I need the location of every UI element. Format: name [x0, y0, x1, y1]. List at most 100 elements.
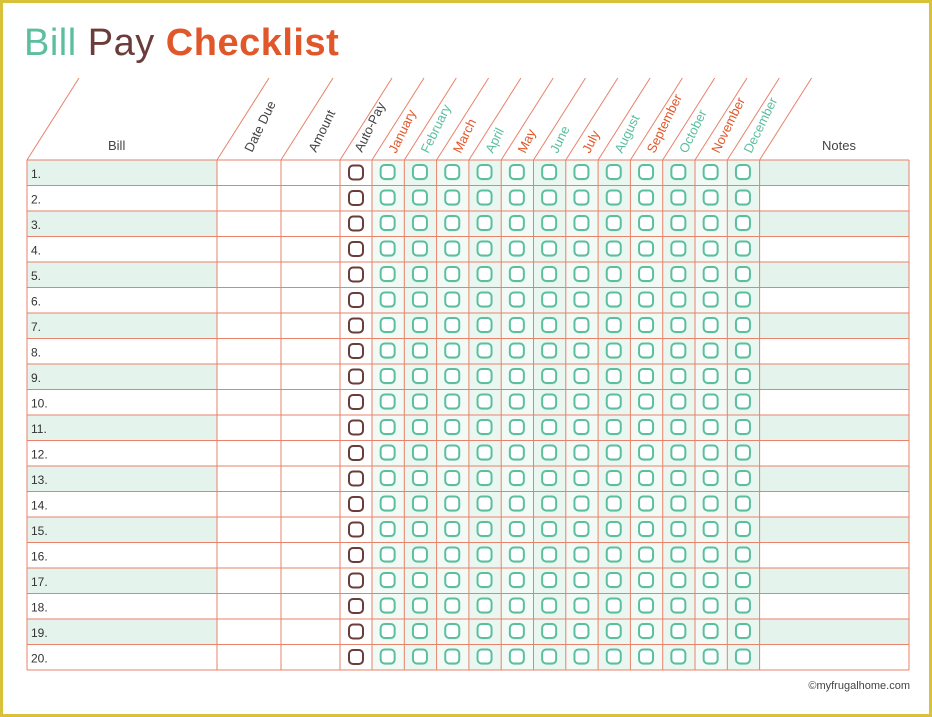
month-checkbox[interactable] — [379, 291, 396, 308]
month-checkbox[interactable] — [638, 623, 655, 639]
month-checkbox[interactable] — [702, 215, 719, 231]
bill-name-field[interactable] — [49, 314, 216, 338]
month-checkbox[interactable] — [541, 317, 558, 333]
bill-name-field[interactable] — [49, 544, 216, 568]
month-checkbox[interactable] — [476, 597, 493, 614]
amount-field[interactable] — [282, 518, 339, 542]
month-checkbox[interactable] — [734, 572, 751, 588]
bill-name-field[interactable] — [49, 518, 216, 542]
month-checkbox[interactable] — [638, 266, 655, 282]
month-checkbox[interactable] — [541, 623, 558, 639]
month-checkbox[interactable] — [702, 317, 719, 333]
month-checkbox[interactable] — [379, 470, 396, 486]
month-checkbox[interactable] — [476, 623, 493, 639]
month-checkbox[interactable] — [444, 419, 461, 435]
month-checkbox[interactable] — [573, 623, 590, 639]
month-checkbox[interactable] — [702, 368, 719, 384]
month-checkbox[interactable] — [702, 189, 719, 206]
month-checkbox[interactable] — [508, 393, 525, 410]
amount-field[interactable] — [282, 289, 339, 313]
month-checkbox[interactable] — [444, 342, 461, 359]
month-checkbox[interactable] — [444, 189, 461, 206]
month-checkbox[interactable] — [379, 317, 396, 333]
bill-name-field[interactable] — [49, 493, 216, 517]
month-checkbox[interactable] — [702, 572, 719, 588]
month-checkbox[interactable] — [541, 648, 558, 665]
month-checkbox[interactable] — [638, 215, 655, 231]
month-checkbox[interactable] — [734, 444, 751, 461]
month-checkbox[interactable] — [476, 572, 493, 588]
month-checkbox[interactable] — [734, 342, 751, 359]
autopay-checkbox[interactable] — [348, 598, 364, 614]
month-checkbox[interactable] — [734, 623, 751, 639]
month-checkbox[interactable] — [734, 495, 751, 512]
amount-field[interactable] — [282, 442, 339, 466]
month-checkbox[interactable] — [734, 291, 751, 308]
notes-field[interactable] — [761, 646, 908, 670]
month-checkbox[interactable] — [379, 393, 396, 410]
autopay-checkbox[interactable] — [348, 572, 364, 589]
month-checkbox[interactable] — [476, 546, 493, 563]
month-checkbox[interactable] — [476, 240, 493, 257]
month-checkbox[interactable] — [573, 572, 590, 588]
amount-field[interactable] — [282, 263, 339, 287]
month-checkbox[interactable] — [379, 189, 396, 206]
date-due-field[interactable] — [218, 416, 280, 440]
date-due-field[interactable] — [218, 187, 280, 211]
notes-field[interactable] — [761, 518, 908, 542]
month-checkbox[interactable] — [411, 342, 428, 359]
date-due-field[interactable] — [218, 518, 280, 542]
autopay-checkbox[interactable] — [348, 394, 364, 410]
date-due-field[interactable] — [218, 391, 280, 415]
month-checkbox[interactable] — [508, 189, 525, 206]
notes-field[interactable] — [761, 595, 908, 619]
month-checkbox[interactable] — [573, 266, 590, 282]
month-checkbox[interactable] — [638, 419, 655, 435]
month-checkbox[interactable] — [702, 648, 719, 665]
month-checkbox[interactable] — [411, 648, 428, 665]
month-checkbox[interactable] — [573, 470, 590, 486]
month-checkbox[interactable] — [508, 470, 525, 486]
month-checkbox[interactable] — [670, 444, 687, 461]
date-due-field[interactable] — [218, 161, 280, 185]
month-checkbox[interactable] — [702, 291, 719, 308]
month-checkbox[interactable] — [734, 521, 751, 537]
notes-field[interactable] — [761, 569, 908, 593]
month-checkbox[interactable] — [702, 240, 719, 257]
month-checkbox[interactable] — [605, 240, 622, 257]
month-checkbox[interactable] — [541, 215, 558, 231]
autopay-checkbox[interactable] — [348, 623, 364, 640]
month-checkbox[interactable] — [508, 572, 525, 588]
month-checkbox[interactable] — [638, 317, 655, 333]
month-checkbox[interactable] — [605, 317, 622, 333]
month-checkbox[interactable] — [541, 189, 558, 206]
month-checkbox[interactable] — [379, 648, 396, 665]
month-checkbox[interactable] — [573, 215, 590, 231]
autopay-checkbox[interactable] — [348, 521, 364, 538]
month-checkbox[interactable] — [605, 444, 622, 461]
month-checkbox[interactable] — [605, 189, 622, 206]
month-checkbox[interactable] — [508, 546, 525, 563]
month-checkbox[interactable] — [508, 521, 525, 537]
month-checkbox[interactable] — [411, 419, 428, 435]
month-checkbox[interactable] — [411, 266, 428, 282]
month-checkbox[interactable] — [670, 572, 687, 588]
notes-field[interactable] — [761, 238, 908, 262]
month-checkbox[interactable] — [605, 419, 622, 435]
month-checkbox[interactable] — [605, 291, 622, 308]
month-checkbox[interactable] — [411, 317, 428, 333]
month-checkbox[interactable] — [444, 572, 461, 588]
month-checkbox[interactable] — [670, 342, 687, 359]
month-checkbox[interactable] — [476, 521, 493, 537]
month-checkbox[interactable] — [702, 623, 719, 639]
date-due-field[interactable] — [218, 340, 280, 364]
autopay-checkbox[interactable] — [348, 419, 364, 436]
month-checkbox[interactable] — [605, 368, 622, 384]
month-checkbox[interactable] — [670, 164, 687, 180]
bill-name-field[interactable] — [49, 391, 216, 415]
month-checkbox[interactable] — [411, 444, 428, 461]
month-checkbox[interactable] — [638, 521, 655, 537]
month-checkbox[interactable] — [379, 572, 396, 588]
month-checkbox[interactable] — [638, 495, 655, 512]
amount-field[interactable] — [282, 340, 339, 364]
